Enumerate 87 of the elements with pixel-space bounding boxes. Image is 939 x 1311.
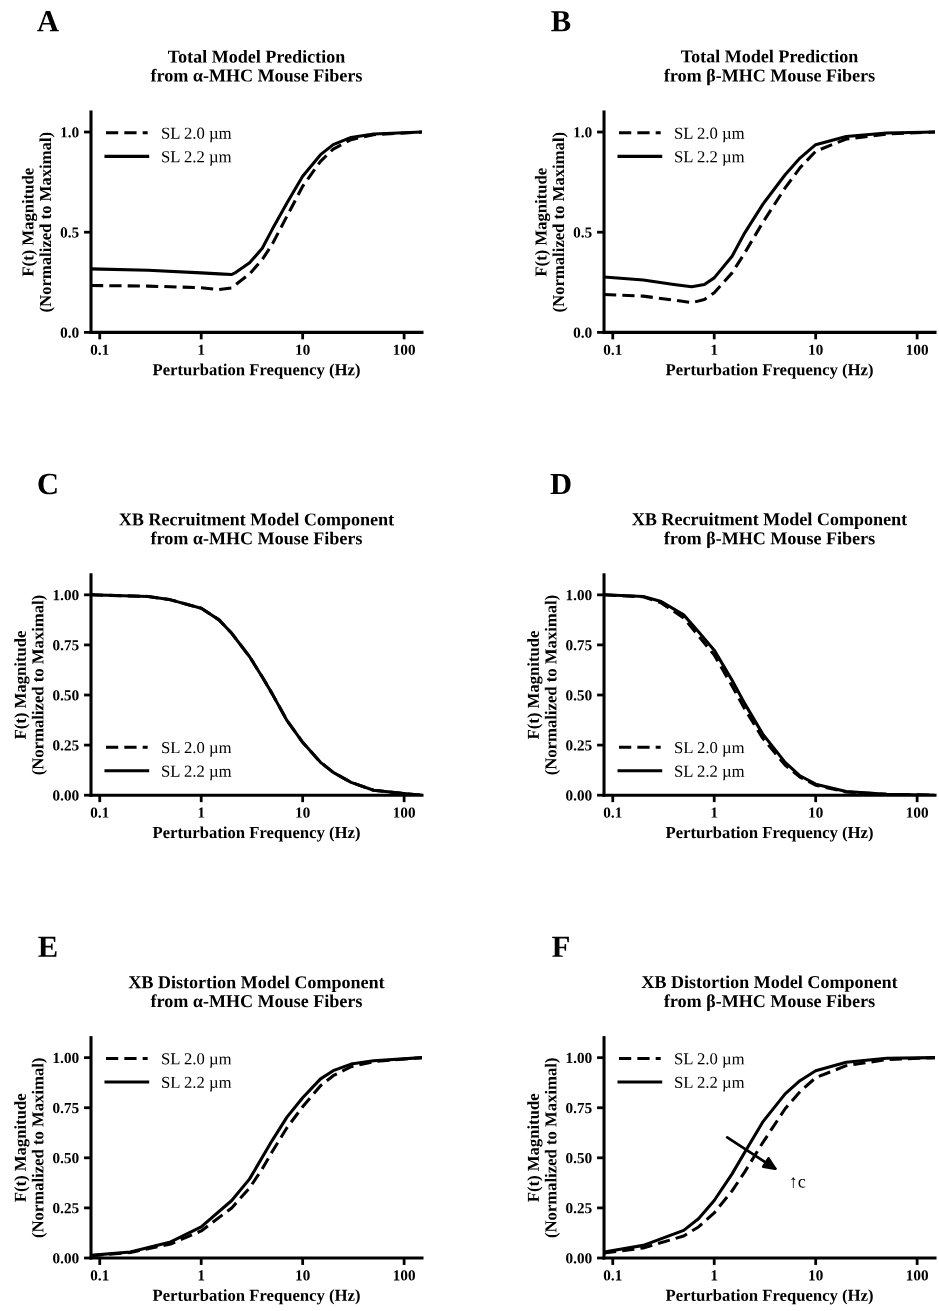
x-tick-label: 1 <box>198 344 205 355</box>
y-tick-label: 0.5 <box>60 227 79 238</box>
x-axis-title: Perturbation Frequency (Hz) <box>665 826 873 842</box>
chart-title: XB Recruitment Model Component from α-MHC Mouse Fibers <box>119 512 395 545</box>
x-axis-title: Perturbation Frequency (Hz) <box>152 1289 360 1305</box>
x-tick-label: 10 <box>809 344 823 355</box>
x-axis-title: Perturbation Frequency (Hz) <box>665 363 873 379</box>
legend-label: SL 2.2 µm <box>162 151 232 166</box>
y-tick-label: 1.00 <box>53 1052 79 1064</box>
x-tick-label: 10 <box>296 807 310 818</box>
y-tick-label: 0.25 <box>53 740 79 751</box>
y-tick-label: 1.0 <box>61 127 79 138</box>
y-tick-label: 1.00 <box>566 589 592 601</box>
text: E <box>38 936 57 957</box>
annotation: ↑c <box>791 1177 806 1189</box>
legend-label: SL 2.2 µm <box>675 765 745 781</box>
chart-title: XB Distortion Model Component from β-MHC Mouse Fibers <box>641 975 898 1011</box>
x-tick-label: 0.1 <box>603 807 622 818</box>
x-tick-label: 100 <box>393 807 415 818</box>
x-tick-label: 10 <box>809 807 823 818</box>
x-tick-label: 10 <box>296 344 310 355</box>
y-axis-title: F(t) Magnitude (Normalized to Maximal) <box>14 595 47 775</box>
y-tick-label: 0.0 <box>60 327 79 338</box>
y-tick-label: 1.0 <box>574 127 592 138</box>
x-tick-label: 100 <box>906 1270 929 1281</box>
y-tick-label: 0.25 <box>53 1203 79 1214</box>
x-tick-label: 1 <box>711 344 718 355</box>
legend-label: SL 2.2 µm <box>162 1076 232 1092</box>
y-tick-label: 1.00 <box>53 589 79 601</box>
y-tick-label: 0.0 <box>573 327 592 338</box>
chart-title: Total Model Prediction from α-MHC Mouse Fibers <box>150 50 362 82</box>
x-tick-label: 1 <box>711 807 718 818</box>
legend-label: SL 2.2 µm <box>162 765 232 781</box>
chart-title: XB Recruitment Model Component from β-MHC Mouse Fibers <box>632 512 908 549</box>
text: C <box>38 473 57 495</box>
x-tick-label: 0.1 <box>603 344 622 356</box>
y-tick-label: 0.25 <box>566 740 592 751</box>
y-tick-label: 0.25 <box>566 1203 592 1214</box>
x-tick-label: 0.1 <box>90 1270 109 1281</box>
x-tick-label: 0.1 <box>603 1270 622 1281</box>
y-tick-label: 0.50 <box>566 1152 592 1164</box>
y-tick-label: 0.75 <box>53 1102 79 1114</box>
y-tick-label: 0.00 <box>53 1253 79 1264</box>
x-tick-label: 1 <box>711 1270 718 1281</box>
y-axis-title: F(t) Magnitude (Normalized to Maximal) <box>21 132 55 312</box>
y-axis-title: F(t) Magnitude (Normalized to Maximal) <box>527 595 560 775</box>
y-axis-title: F(t) Magnitude (Normalized to Maximal) <box>14 1058 47 1238</box>
y-tick-label: 1.00 <box>566 1052 592 1064</box>
text: B <box>551 11 571 32</box>
y-tick-label: 0.75 <box>566 640 592 651</box>
text: D <box>550 473 571 495</box>
x-tick-label: 0.1 <box>90 344 109 356</box>
x-tick-label: 100 <box>393 344 415 355</box>
x-tick-label: 100 <box>393 1270 415 1281</box>
y-tick-label: 0.50 <box>53 690 79 701</box>
legend-label: SL 2.0 µm <box>675 742 745 757</box>
x-axis-title: Perturbation Frequency (Hz) <box>152 363 360 379</box>
y-tick-label: 0.5 <box>573 227 592 238</box>
legend-label: SL 2.2 µm <box>675 1076 745 1092</box>
legend-label: SL 2.0 µm <box>162 127 232 143</box>
y-tick-label: 0.75 <box>53 640 79 651</box>
x-tick-label: 10 <box>296 1270 310 1281</box>
chart-title: XB Distortion Model Component from α-MHC Mouse Fibers <box>128 975 385 1008</box>
y-tick-label: 0.00 <box>566 790 592 801</box>
x-tick-label: 0.1 <box>90 807 109 818</box>
text: A <box>37 11 59 32</box>
x-axis-title: Perturbation Frequency (Hz) <box>152 826 360 842</box>
y-axis-title: F(t) Magnitude (Normalized to Maximal) <box>527 1058 560 1238</box>
text: F <box>552 936 569 957</box>
y-tick-label: 0.50 <box>566 690 592 701</box>
y-tick-label: 0.00 <box>53 790 79 801</box>
x-tick-label: 10 <box>809 1270 823 1281</box>
x-tick-label: 1 <box>198 1270 205 1281</box>
legend-label: SL 2.0 µm <box>675 1053 745 1068</box>
chart-title: Total Model Prediction from β-MHC Mouse Fibers <box>664 49 875 86</box>
legend-label: SL 2.0 µm <box>162 742 232 757</box>
y-tick-label: 0.50 <box>53 1152 79 1164</box>
x-tick-label: 100 <box>906 344 929 355</box>
legend-label: SL 2.2 µm <box>675 151 745 166</box>
x-tick-label: 1 <box>198 807 205 818</box>
y-tick-label: 0.00 <box>566 1253 592 1264</box>
legend-label: SL 2.0 µm <box>675 127 745 143</box>
x-tick-label: 100 <box>906 807 929 818</box>
legend-label: SL 2.0 µm <box>162 1053 232 1068</box>
x-axis-title: Perturbation Frequency (Hz) <box>665 1289 873 1305</box>
y-tick-label: 0.75 <box>566 1102 592 1114</box>
y-axis-title: F(t) Magnitude (Normalized to Maximal) <box>534 132 568 312</box>
